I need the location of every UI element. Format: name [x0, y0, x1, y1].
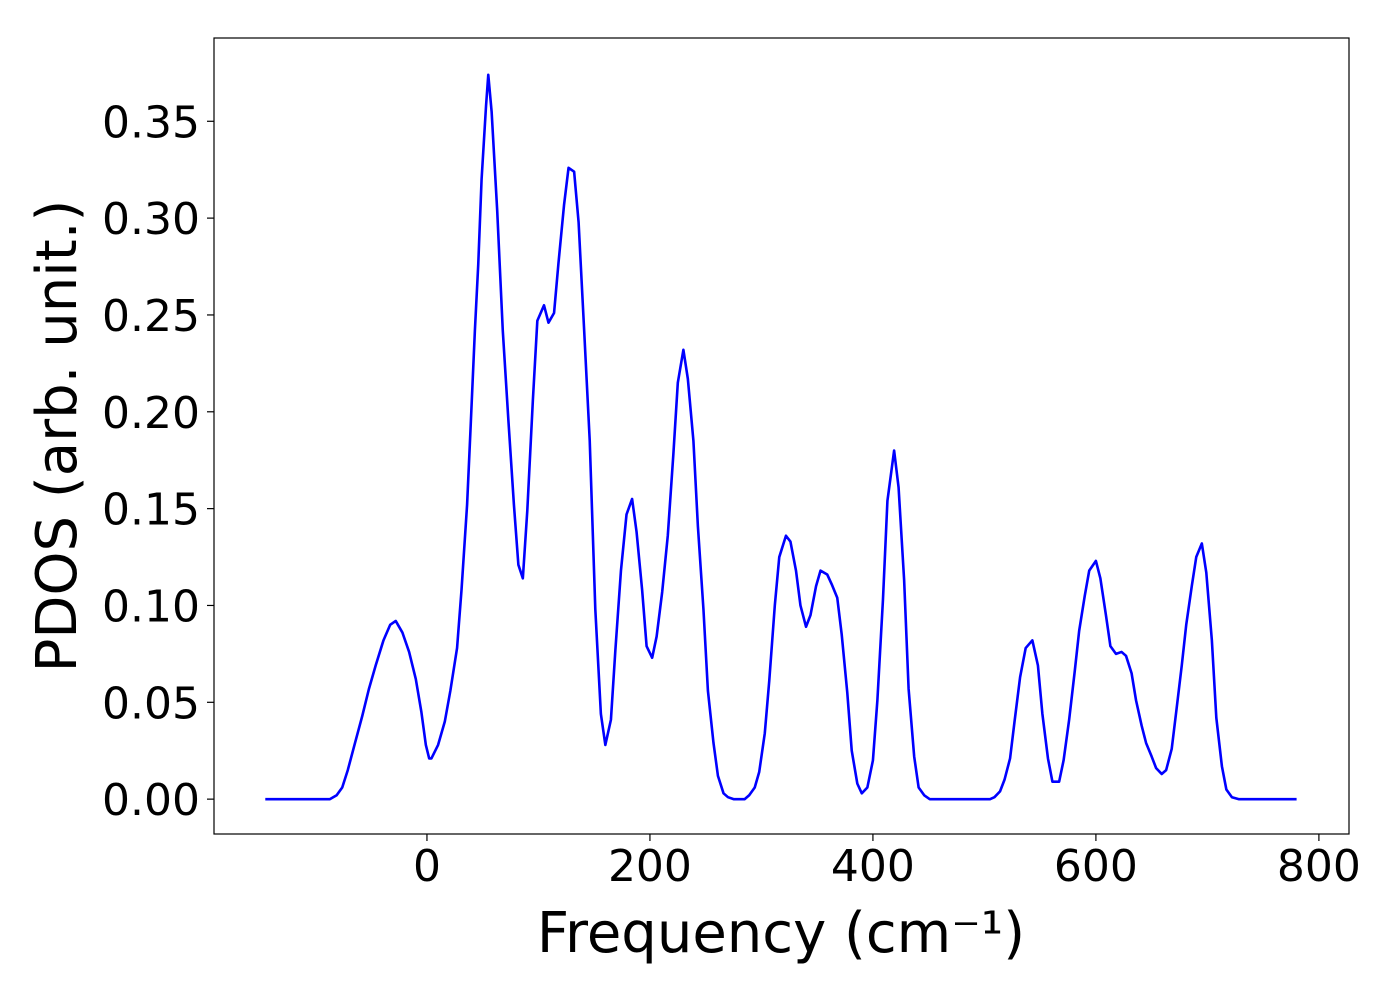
plot-frame [213, 37, 1350, 835]
y-tick-label: 0.05 [102, 678, 200, 729]
x-tick-label: 0 [413, 841, 441, 892]
x-tick-label: 600 [1054, 841, 1138, 892]
x-tick-label: 400 [831, 841, 915, 892]
y-tick-label: 0.20 [102, 388, 200, 439]
y-axis-label: PDOS (arb. unit.) [25, 200, 90, 673]
y-tick-label: 0.30 [102, 194, 200, 245]
x-tick-label: 800 [1277, 841, 1361, 892]
y-tick-label: 0.35 [102, 97, 200, 148]
x-axis-label: Frequency (cm⁻¹) [537, 901, 1025, 966]
data-line [265, 73, 1297, 801]
y-tick-label: 0.15 [102, 485, 200, 536]
y-tick-label: 0.10 [102, 581, 200, 632]
y-tick-label: 0.00 [102, 775, 200, 826]
y-tick-label: 0.25 [102, 291, 200, 342]
x-tick-label: 200 [608, 841, 692, 892]
